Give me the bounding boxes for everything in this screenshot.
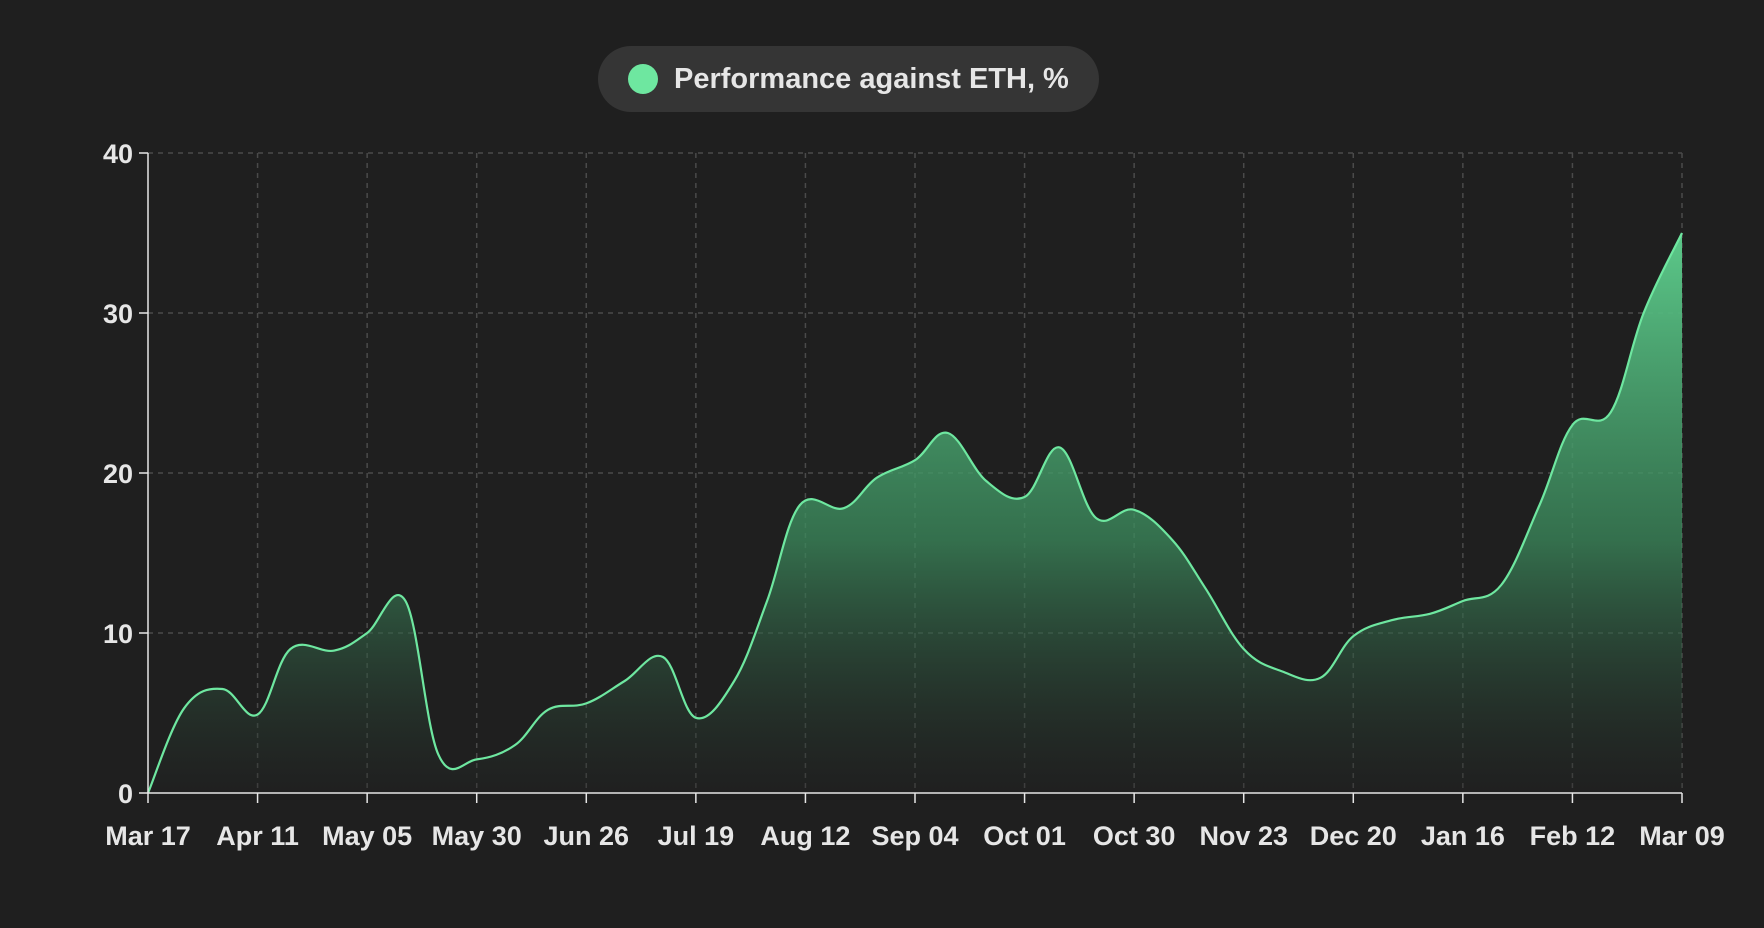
y-tick-label: 40 (103, 139, 133, 169)
legend[interactable]: Performance against ETH, % (598, 46, 1099, 112)
y-tick-label: 30 (103, 299, 133, 329)
legend-swatch (628, 64, 658, 94)
y-tick-label: 10 (103, 619, 133, 649)
x-tick-label: Aug 12 (760, 821, 850, 851)
x-tick-label: Mar 17 (105, 821, 191, 851)
legend-label: Performance against ETH, % (674, 62, 1069, 95)
x-tick-label: Oct 01 (983, 821, 1066, 851)
x-tick-label: May 30 (432, 821, 522, 851)
series-line (146, 232, 1683, 794)
x-tick-label: Nov 23 (1199, 821, 1288, 851)
x-tick-label: Jan 16 (1421, 821, 1505, 851)
x-tick-label: Sep 04 (871, 821, 958, 851)
x-tick-label: Jun 26 (544, 821, 630, 851)
x-tick-label: Feb 12 (1530, 821, 1616, 851)
x-tick-label: Dec 20 (1310, 821, 1397, 851)
y-tick-label: 0 (118, 779, 133, 809)
x-tick-label: Mar 09 (1639, 821, 1725, 851)
x-tick-label: Apr 11 (216, 821, 299, 851)
series-area (148, 233, 1682, 793)
x-tick-label: May 05 (322, 821, 412, 851)
x-tick-label: Oct 30 (1093, 821, 1176, 851)
y-tick-label: 20 (103, 459, 133, 489)
x-tick-label: Jul 19 (658, 821, 735, 851)
